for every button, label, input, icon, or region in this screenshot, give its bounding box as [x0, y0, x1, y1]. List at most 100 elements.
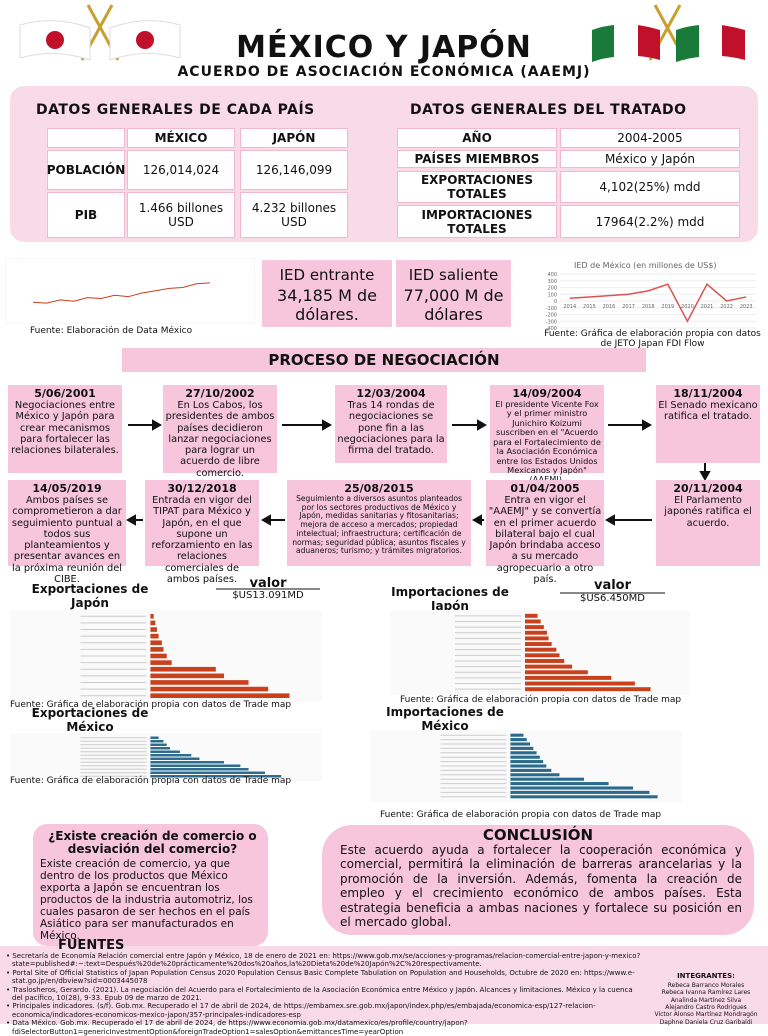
- section-title: PROCESO DE NEGOCIACIÓN: [268, 351, 500, 369]
- y-tick-label: -300: [546, 319, 557, 325]
- bar: [150, 743, 167, 746]
- x-tick-label: 2021: [701, 304, 714, 310]
- x-tick-label: 2018: [642, 304, 655, 310]
- step-date: 27/10/2002: [185, 387, 255, 400]
- step-text: Entrada en vigor del TIPAT para México y…: [151, 495, 253, 585]
- bar: [150, 620, 156, 626]
- bar: [510, 738, 527, 742]
- bar: [150, 686, 269, 692]
- bar: [510, 786, 634, 790]
- sources-panel: [0, 946, 768, 1024]
- step-text: Tras 14 rondas de negociaciones se pone …: [337, 400, 445, 457]
- y-tick-label: 0: [554, 299, 557, 305]
- sources-list: • Secretaría de Economía Relación comerc…: [4, 952, 644, 1036]
- line: [569, 282, 747, 323]
- section-title: DATOS GENERALES DE CADA PAÍS: [36, 102, 315, 118]
- row-header: IMPORTACIONES TOTALES: [397, 205, 557, 238]
- step: 12/03/2004 Tras 14 rondas de negociacione…: [335, 385, 447, 463]
- bar: [150, 775, 282, 778]
- bar: [525, 647, 557, 652]
- bar: [510, 795, 658, 799]
- y-tick-label: -200: [546, 313, 557, 319]
- value: $US13.091MD: [232, 590, 304, 601]
- step: 27/10/2002 En Los Cabos, los presidentes …: [163, 385, 277, 479]
- bar: [525, 658, 565, 663]
- bar: [525, 625, 544, 630]
- bar: [150, 640, 162, 646]
- line: [32, 282, 211, 304]
- bar: [150, 764, 241, 767]
- bar: [510, 760, 544, 764]
- bar: [525, 670, 588, 675]
- bar: [150, 660, 172, 665]
- step-text: Ambos países se comprometieron a dar seg…: [11, 495, 123, 585]
- step-date: 30/12/2018: [167, 482, 237, 495]
- bar: [150, 653, 167, 659]
- chart: IED de México (en millones de US$) 400300…: [546, 260, 756, 330]
- chart-bg: [390, 610, 690, 695]
- bar: [510, 751, 537, 755]
- source: Fuente: Elaboración de Data México: [30, 326, 193, 336]
- x-tick-label: 2014: [563, 304, 576, 310]
- bar: [525, 619, 541, 624]
- bar: [525, 630, 547, 635]
- source-item: • Secretaría de Economía Relación comerc…: [6, 952, 641, 969]
- step-date: 01/04/2005: [510, 482, 580, 495]
- ied-value: 34,185 M de dólares.: [262, 282, 392, 327]
- y-tick-label: -400: [546, 326, 557, 330]
- bar: [150, 757, 200, 760]
- bar: [525, 675, 612, 680]
- cell: 17964(2.2%) mdd: [560, 205, 740, 238]
- source-item: • Traslosheros, Gerardo. (2021). La nego…: [6, 985, 633, 1002]
- bar: [510, 777, 585, 781]
- bar: [150, 647, 164, 652]
- x-tick-label: 2019: [661, 304, 674, 310]
- bar: [510, 764, 547, 768]
- bar: [525, 681, 635, 686]
- chart-bg: [5, 258, 255, 324]
- source-item: • Portal Site of Official Statistics of …: [6, 968, 635, 986]
- step-date: 14/05/2019: [32, 482, 102, 495]
- team-name: Analinda Martínez Silva: [670, 996, 742, 1004]
- bar: [510, 768, 552, 772]
- column-header: JAPÓN: [240, 128, 348, 148]
- cell: 1.466 billones USD: [127, 192, 235, 238]
- team-name: Rebeca Ivanna Ramírez Lares: [661, 989, 751, 997]
- chart: [10, 610, 322, 702]
- step: 14/05/2019 Ambos países se comprometieron…: [8, 480, 126, 585]
- chart-title: Importaciones de México: [386, 705, 504, 733]
- source-item: • Data México. Gob.mx. Recuperado el 17 …: [6, 1019, 468, 1036]
- cell: México y Japón: [560, 150, 740, 168]
- y-tick-label: 300: [547, 279, 557, 285]
- bar: [510, 742, 531, 746]
- bar: [510, 782, 609, 786]
- value-title: valor: [593, 578, 632, 593]
- chart-title: Importaciones de Japón: [391, 585, 509, 613]
- conclusion-text: Este acuerdo ayuda a fortalecer la coope…: [340, 843, 742, 929]
- step: 30/12/2018 Entrada en vigor del TIPAT par…: [145, 480, 259, 585]
- section-title: DATOS GENERALES DEL TRATADO: [410, 102, 687, 118]
- step: 5/06/2001 Negociaciones entre México y Ja…: [8, 385, 122, 473]
- team-name: Alejandro Castro Rodrigues: [665, 1003, 747, 1011]
- chart-title: IED de México (en millones de US$): [574, 260, 717, 270]
- bar: [150, 673, 225, 679]
- bar: [150, 666, 216, 672]
- step-text: Negociaciones entre México y Japón para …: [11, 400, 119, 457]
- bar: [525, 664, 573, 669]
- bar: [525, 636, 549, 641]
- y-tick-label: 100: [547, 292, 557, 298]
- row-header: POBLACIÓN: [47, 150, 125, 190]
- step-date: 25/08/2015: [344, 482, 414, 495]
- step: 20/11/2004 El Parlamento japonés ratifica…: [656, 480, 760, 566]
- bar: [150, 771, 265, 774]
- y-tick-label: 200: [547, 286, 557, 292]
- value: $US6.450MD: [580, 593, 645, 604]
- row-header: EXPORTACIONES TOTALES: [397, 171, 557, 203]
- bar: [510, 790, 650, 794]
- chart: [5, 258, 255, 324]
- step-text: El Parlamento japonés ratifica el acuerd…: [664, 495, 752, 529]
- chart-title: Exportaciones de Japón: [31, 582, 149, 610]
- chart: [390, 610, 690, 695]
